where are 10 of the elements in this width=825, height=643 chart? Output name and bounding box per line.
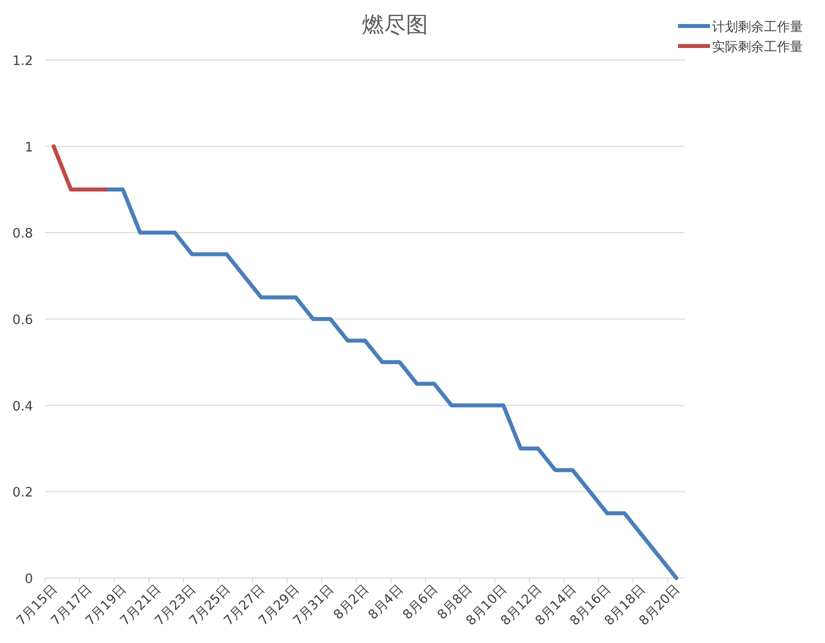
legend-label: 计划剩余工作量 xyxy=(712,20,803,35)
y-tick-label: 0.8 xyxy=(12,226,33,242)
legend-label: 实际剩余工作量 xyxy=(712,40,803,55)
y-tick-label: 0.4 xyxy=(12,399,33,414)
y-tick-label: 0.2 xyxy=(12,486,33,501)
y-tick-label: 1 xyxy=(24,140,33,156)
chart-title: 燃尽图 xyxy=(362,13,428,38)
y-tick-label: 0 xyxy=(24,572,33,587)
y-tick-label: 0.6 xyxy=(12,313,33,328)
y-tick-label: 1.2 xyxy=(12,54,33,69)
